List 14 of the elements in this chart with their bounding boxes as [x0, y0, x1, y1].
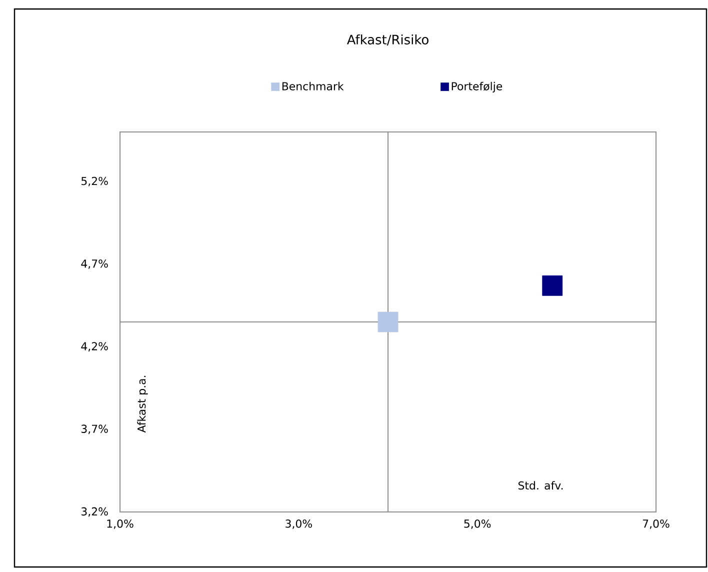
x-tick-label: 3,0%: [286, 520, 312, 529]
y-tick-label: 4,2%: [81, 342, 108, 352]
y-tick-label: 3,7%: [81, 424, 108, 434]
legend-label: Benchmark: [282, 82, 344, 90]
chart-title: Afkast/Risiko: [346, 34, 428, 46]
legend-label: Portefølje: [452, 82, 502, 92]
y-axis-title: Afkast p.a.: [137, 376, 148, 433]
x-tick-label: 1,0%: [107, 520, 134, 529]
x-tick-label: 7,0%: [642, 520, 670, 529]
y-tick-label: 4,7%: [81, 259, 108, 269]
y-tick-label: 5,2%: [81, 176, 108, 186]
x-tick-label: 5,0%: [464, 520, 491, 529]
x-axis-title: Std. afv.: [518, 481, 563, 490]
y-tick-label: 3,2%: [81, 507, 108, 517]
